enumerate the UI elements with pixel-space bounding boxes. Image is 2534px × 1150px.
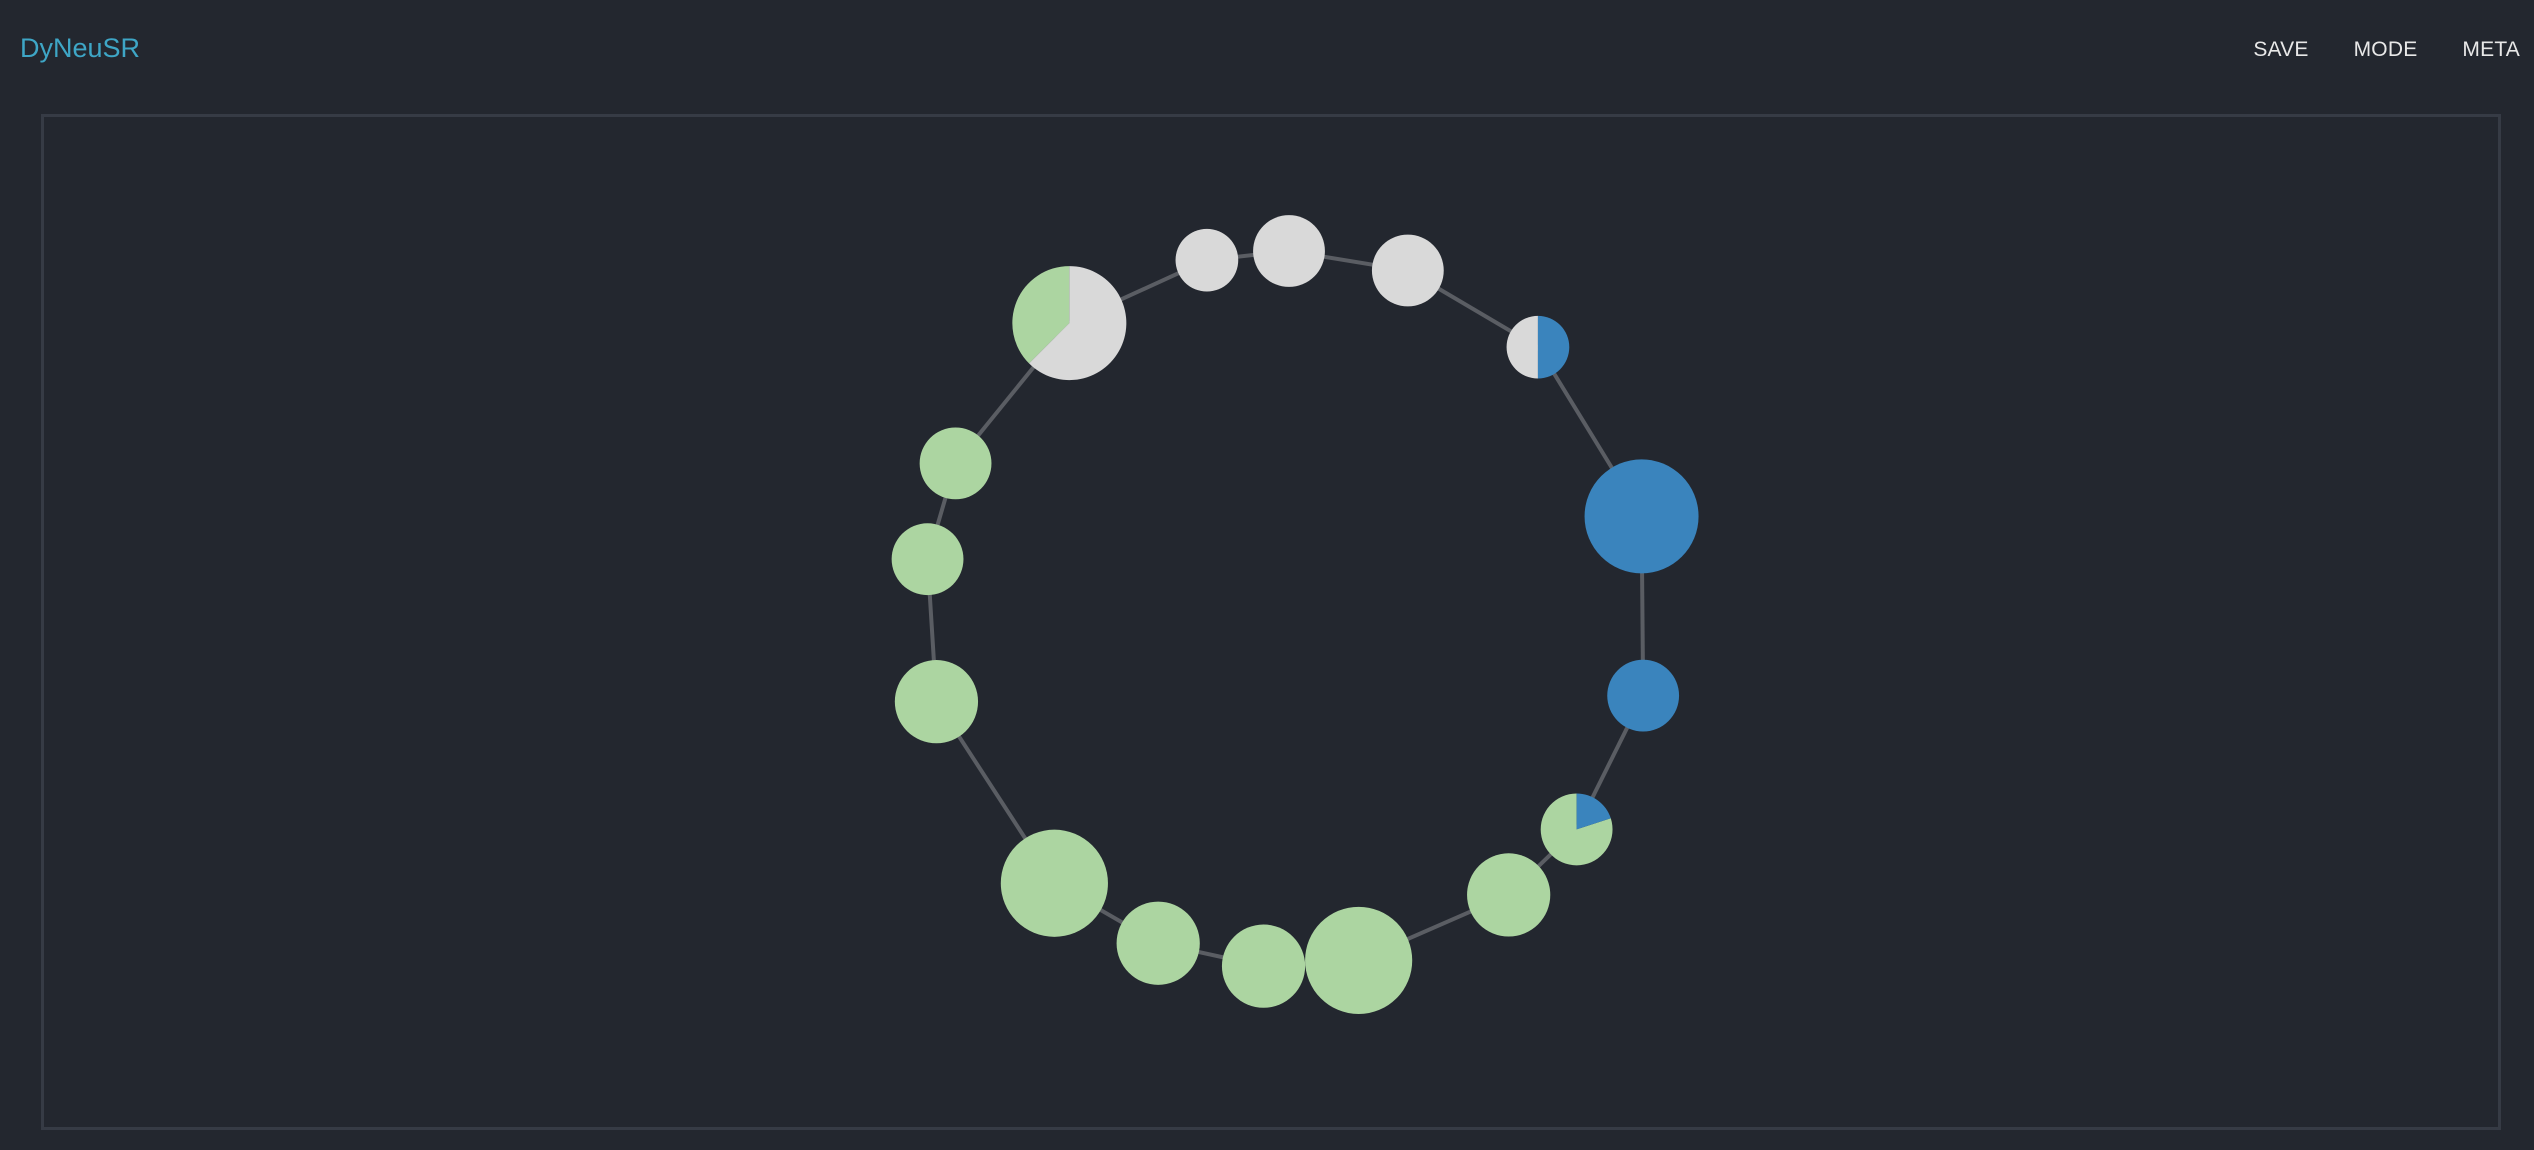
brand-logo-link[interactable]: DyNeuSR — [20, 33, 141, 63]
graph-node-n6[interactable] — [1607, 659, 1680, 732]
node-slice-blue — [1607, 659, 1680, 732]
graph-node-n11[interactable] — [1116, 901, 1200, 985]
node-slice-gray — [1029, 266, 1127, 381]
graph-node-n15[interactable] — [919, 427, 992, 500]
node-slice-gray — [1175, 228, 1239, 292]
node-slice-green — [1012, 266, 1070, 364]
graph-node-n12[interactable] — [1000, 829, 1108, 937]
node-slice-blue — [1576, 793, 1611, 830]
node-slice-green — [891, 523, 964, 596]
mode-menu-button[interactable]: MODE — [2353, 38, 2418, 61]
node-slice-blue — [1584, 459, 1699, 574]
node-slice-green — [1116, 901, 1200, 985]
graph-node-n9[interactable] — [1305, 906, 1413, 1015]
graph-node-n7[interactable] — [1540, 793, 1613, 866]
save-menu-button[interactable]: SAVE — [2253, 38, 2309, 61]
graph-node-n2[interactable] — [1253, 215, 1325, 287]
graph-node-n0[interactable] — [1012, 266, 1127, 381]
graph-node-n4[interactable] — [1506, 315, 1570, 379]
graph-node-n10[interactable] — [1221, 924, 1306, 1008]
graph-node-n8[interactable] — [1467, 853, 1551, 937]
nav-menu: SAVE MODE META — [2208, 38, 2520, 62]
node-slice-green — [1540, 793, 1613, 866]
graph-node-n1[interactable] — [1175, 228, 1239, 292]
node-slice-green — [1467, 853, 1551, 937]
node-slice-green — [894, 660, 979, 744]
graph-node-n13[interactable] — [894, 660, 979, 744]
node-slice-green — [1305, 906, 1413, 1015]
node-slice-blue — [1537, 315, 1570, 379]
node-slice-gray — [1371, 234, 1444, 307]
node-slice-green — [1000, 829, 1108, 937]
node-slice-green — [919, 427, 992, 500]
graph-node-n14[interactable] — [891, 523, 964, 596]
top-navbar: DyNeuSR SAVE MODE META — [0, 0, 2534, 105]
graph-node-n5[interactable] — [1584, 459, 1699, 574]
nodes-layer — [891, 215, 1699, 1015]
node-slice-green — [1221, 924, 1306, 1008]
meta-menu-button[interactable]: META — [2462, 38, 2520, 61]
node-slice-gray — [1253, 215, 1325, 287]
node-slice-gray — [1506, 315, 1538, 379]
graph-node-n3[interactable] — [1371, 234, 1444, 307]
